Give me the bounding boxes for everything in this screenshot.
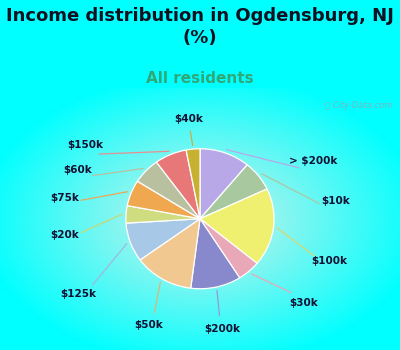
Text: $125k: $125k <box>60 289 96 299</box>
Text: $20k: $20k <box>50 230 79 239</box>
Wedge shape <box>200 189 274 263</box>
Text: $10k: $10k <box>321 196 350 206</box>
Text: $40k: $40k <box>174 114 203 124</box>
Text: Income distribution in Ogdensburg, NJ
(%): Income distribution in Ogdensburg, NJ (%… <box>6 7 394 48</box>
Text: $100k: $100k <box>312 256 348 266</box>
Wedge shape <box>191 219 240 289</box>
Text: $200k: $200k <box>204 324 240 334</box>
Wedge shape <box>200 165 267 219</box>
Wedge shape <box>138 162 200 219</box>
Text: $150k: $150k <box>67 140 103 150</box>
Wedge shape <box>140 219 200 288</box>
Wedge shape <box>127 181 200 219</box>
Wedge shape <box>156 150 200 219</box>
Text: $75k: $75k <box>50 193 79 203</box>
Text: $50k: $50k <box>134 321 162 330</box>
Text: All residents: All residents <box>146 71 254 86</box>
Wedge shape <box>126 219 200 260</box>
Wedge shape <box>186 149 200 219</box>
Text: $60k: $60k <box>64 165 92 175</box>
Wedge shape <box>200 219 257 278</box>
Text: $30k: $30k <box>289 298 318 308</box>
Wedge shape <box>200 149 247 219</box>
Text: > $200k: > $200k <box>289 156 337 166</box>
Text: ⓘ City-Data.com: ⓘ City-Data.com <box>325 101 392 110</box>
Wedge shape <box>126 206 200 223</box>
